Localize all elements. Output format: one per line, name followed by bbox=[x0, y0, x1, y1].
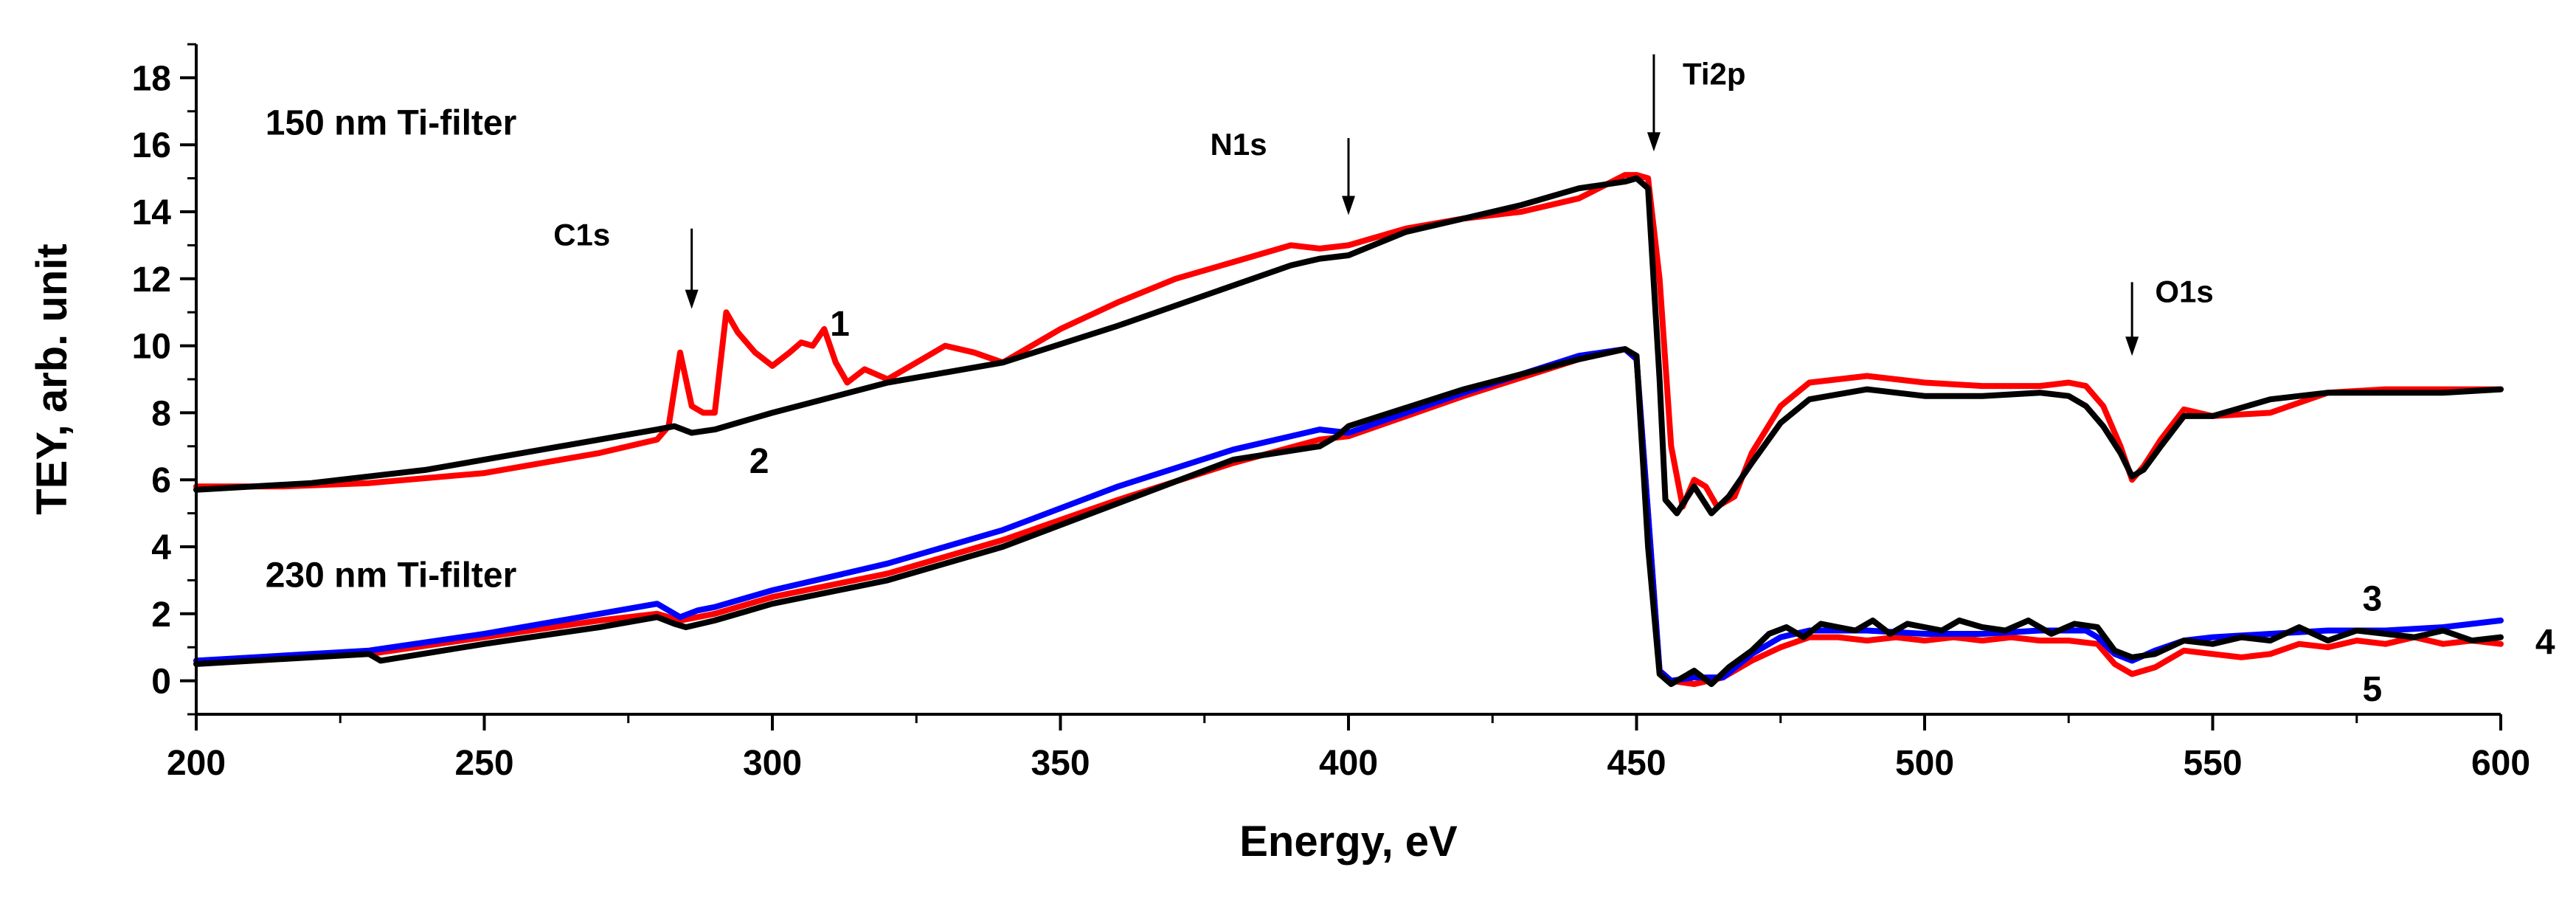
x-tick-label: 350 bbox=[1031, 744, 1090, 783]
curve-number-label: 2 bbox=[749, 442, 769, 481]
curve-number-label: 1 bbox=[830, 305, 850, 344]
y-tick-label: 6 bbox=[151, 461, 171, 500]
x-tick-label: 550 bbox=[2183, 744, 2242, 783]
x-tick-label: 500 bbox=[1895, 744, 1954, 783]
edge-label-o1s: O1s bbox=[2155, 274, 2213, 309]
y-tick-label: 2 bbox=[151, 595, 171, 635]
edge-arrow-head bbox=[1342, 196, 1355, 215]
curve-number-label: 5 bbox=[2363, 670, 2383, 709]
filter-label: 230 nm Ti-filter bbox=[266, 556, 517, 595]
x-tick-label: 400 bbox=[1319, 744, 1378, 783]
x-tick-label: 600 bbox=[2471, 744, 2530, 783]
x-tick-label: 250 bbox=[454, 744, 513, 783]
y-tick-label: 14 bbox=[132, 193, 172, 232]
annotations: 150 nm Ti-filter 230 nm Ti-filter C1s N1s Ti… bbox=[266, 54, 2555, 709]
y-tick-label: 4 bbox=[151, 528, 171, 567]
x-axis-title: Energy, eV bbox=[1239, 818, 1458, 866]
curve-number-label: 4 bbox=[2535, 623, 2555, 662]
curve-1 bbox=[193, 172, 2504, 510]
edge-label-ti2p: Ti2p bbox=[1683, 56, 1746, 91]
y-tick-label: 10 bbox=[132, 328, 171, 367]
y-tick-label: 16 bbox=[132, 126, 171, 165]
x-tick-label: 200 bbox=[167, 744, 226, 783]
y-axis-title: TEY, arb. unit bbox=[28, 244, 76, 514]
edge-label-n1s: N1s bbox=[1211, 127, 1267, 162]
axis-ticks: 200 250 300 350 400 450 500 550 6000246810121416… bbox=[132, 43, 2530, 783]
edge-arrow-head bbox=[1647, 132, 1661, 152]
data-curves bbox=[193, 172, 2504, 688]
curve-4 bbox=[193, 346, 2504, 688]
y-tick-label: 12 bbox=[132, 260, 171, 300]
y-tick-label: 0 bbox=[151, 663, 171, 702]
y-tick-label: 18 bbox=[132, 59, 171, 98]
edge-arrow-head bbox=[685, 289, 699, 309]
edge-label-c1s: C1s bbox=[553, 217, 610, 252]
curve-number-label: 3 bbox=[2363, 579, 2383, 618]
y-tick-label: 8 bbox=[151, 394, 171, 433]
curve-2 bbox=[193, 175, 2504, 517]
x-tick-label: 300 bbox=[743, 744, 802, 783]
curve-5 bbox=[193, 346, 2504, 688]
x-tick-label: 450 bbox=[1607, 744, 1666, 783]
edge-arrow-head bbox=[2125, 336, 2139, 356]
filter-label: 150 nm Ti-filter bbox=[266, 104, 517, 143]
